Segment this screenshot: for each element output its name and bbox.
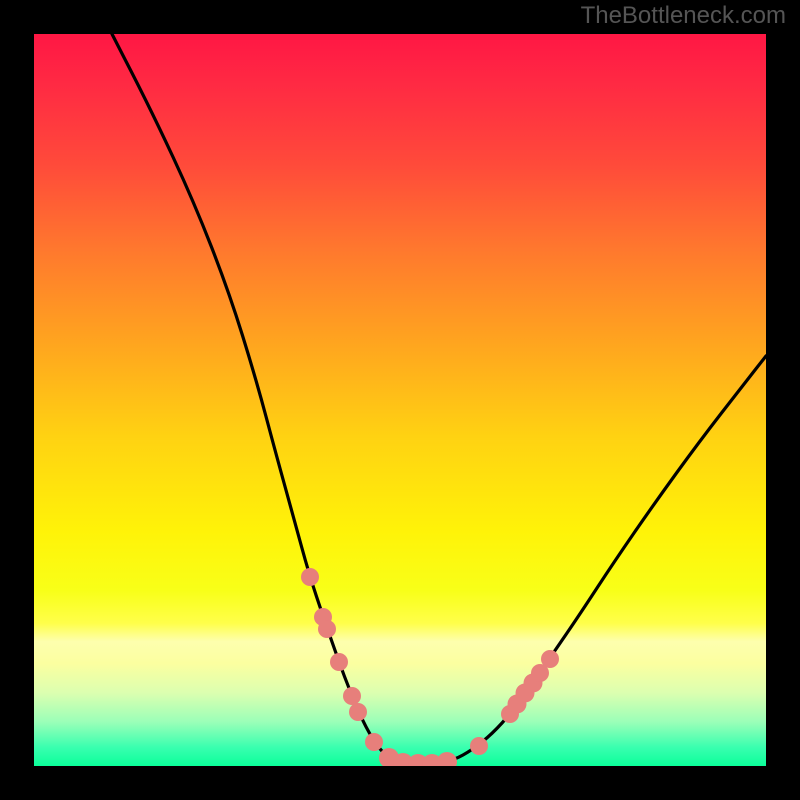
data-marker — [343, 687, 361, 705]
watermark-text: TheBottleneck.com — [581, 2, 786, 30]
data-marker — [541, 650, 559, 668]
data-marker — [349, 703, 367, 721]
data-marker — [470, 737, 488, 755]
data-marker — [330, 653, 348, 671]
plot-area — [34, 34, 766, 766]
bottleneck-curve — [112, 34, 766, 764]
curve-layer — [34, 34, 766, 766]
data-marker — [318, 620, 336, 638]
data-marker — [437, 752, 457, 766]
data-marker — [365, 733, 383, 751]
data-marker — [301, 568, 319, 586]
